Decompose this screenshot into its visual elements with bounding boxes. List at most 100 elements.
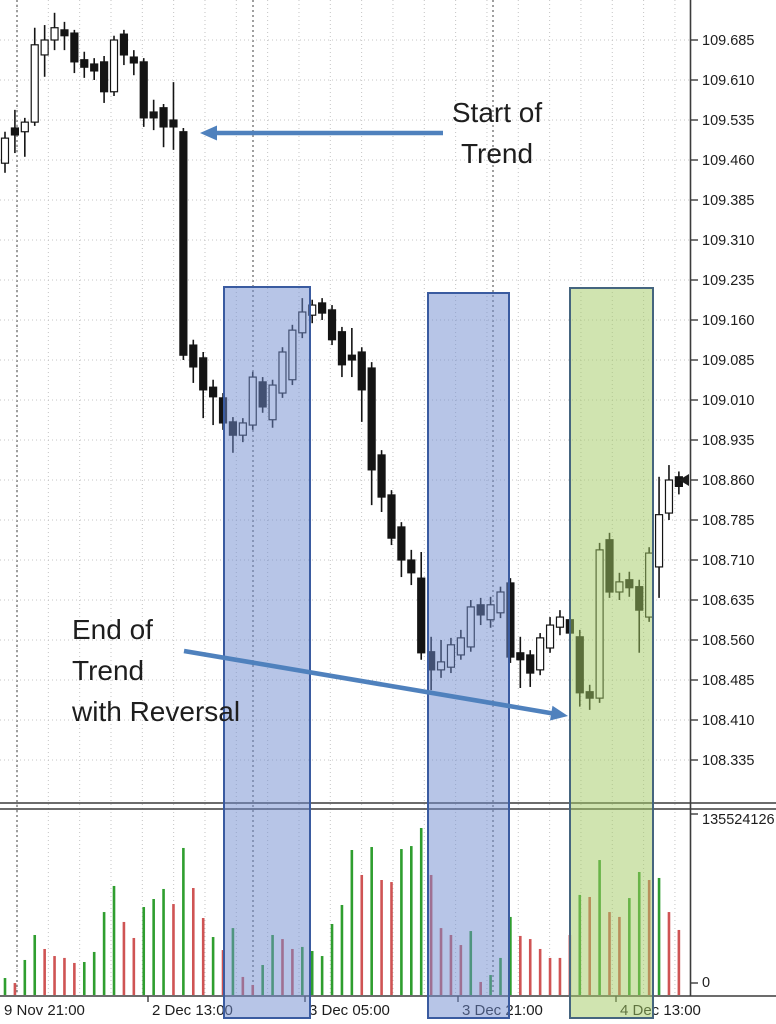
highlight-box-green-3[interactable] [569, 287, 654, 1019]
volume-bar [667, 912, 671, 995]
time-tick-label: 3 Dec 05:00 [309, 1002, 390, 1019]
volume-bar [310, 951, 314, 995]
price-tick-label: 109.610 [702, 73, 754, 89]
annotation-end-of-trend: End of Trend with Reversal [72, 609, 240, 732]
volume-bar [677, 929, 681, 995]
annotation-line: Trend [460, 138, 534, 169]
volume-bar [410, 846, 413, 995]
volume-bar [172, 904, 175, 995]
annotation-line: End of [72, 614, 153, 645]
volume-bar [320, 956, 324, 995]
highlight-box-blue-1[interactable] [223, 286, 311, 1019]
annotation-arrows-layer[interactable] [183, 125, 568, 721]
price-tick-label: 109.310 [702, 233, 754, 249]
highlight-boxes-layer[interactable] [223, 286, 654, 1019]
bearish-candle [347, 354, 356, 361]
volume-bar [340, 904, 344, 995]
annotation-line: Start of [451, 97, 543, 128]
bearish-candle [70, 32, 79, 63]
bearish-candle [179, 131, 188, 356]
bullish-candle [0, 137, 10, 164]
bearish-candle [357, 351, 366, 391]
price-tick-label: 109.385 [702, 193, 754, 209]
bullish-candle [40, 39, 49, 56]
annotation-line: with Reversal [72, 696, 241, 727]
bearish-candle [318, 302, 327, 314]
bearish-candle [337, 331, 347, 366]
bearish-candle [99, 61, 109, 93]
bearish-candle [169, 119, 178, 128]
price-tick-label: 108.410 [702, 713, 754, 729]
volume-bar [211, 937, 215, 995]
volume-bar [82, 962, 86, 995]
price-marker-arrow [679, 474, 689, 486]
highlight-box-blue-2[interactable] [427, 292, 510, 1019]
annotation-arrowhead[interactable] [200, 125, 217, 141]
bearish-candle [10, 127, 20, 136]
annotation-start-of-trend: Start of Trend [452, 92, 542, 174]
volume-axis[interactable]: 135524126 0 [690, 812, 775, 991]
time-tick-label: 2 Dec 13:00 [152, 1002, 233, 1019]
volume-bar [43, 948, 46, 995]
volume-bar [3, 978, 7, 995]
volume-bar [509, 916, 512, 995]
annotation-arrowhead[interactable] [549, 705, 568, 721]
volume-zero-label: 0 [702, 975, 710, 991]
volume-bar [122, 921, 126, 995]
annotation-arrow-line[interactable] [183, 648, 556, 717]
bearish-candle [387, 494, 396, 539]
bearish-candle [90, 63, 99, 72]
bearish-candle [674, 476, 683, 487]
volume-bar [63, 957, 66, 995]
bearish-candle [189, 344, 198, 368]
price-tick-label: 108.560 [702, 633, 754, 649]
volume-bar [152, 899, 155, 995]
volume-bar [132, 937, 136, 995]
bearish-candle [159, 107, 168, 128]
price-tick-label: 109.160 [702, 313, 754, 329]
bearish-candle [327, 309, 337, 341]
volume-bar [528, 939, 532, 995]
bearish-candle [209, 386, 218, 398]
volume-bar [419, 828, 423, 995]
bullish-candle [545, 624, 555, 649]
time-tick-label: 9 Nov 21:00 [4, 1002, 85, 1019]
bearish-candle [129, 56, 138, 64]
bearish-candle [526, 654, 535, 674]
volume-bar [23, 959, 27, 995]
volume-max-label: 135524126 [702, 812, 775, 828]
volume-bar [360, 874, 364, 995]
volume-bar [112, 885, 116, 995]
price-tick-label: 108.785 [702, 513, 754, 529]
bearish-candle [407, 559, 416, 574]
volume-bar [390, 882, 393, 995]
annotation-line: Trend [72, 655, 145, 686]
bearish-candle [199, 357, 208, 391]
current-price-marker [679, 474, 689, 486]
price-tick-label: 109.685 [702, 33, 754, 49]
volume-bar [33, 934, 37, 995]
bearish-candle [119, 33, 129, 56]
bullish-candle [664, 479, 674, 514]
price-tick-label: 109.235 [702, 273, 754, 289]
price-tick-label: 108.335 [702, 753, 754, 769]
bearish-candle [397, 526, 406, 561]
volume-bar [142, 907, 146, 995]
price-tick-label: 108.710 [702, 553, 754, 569]
price-tick-label: 109.460 [702, 153, 754, 169]
price-axis[interactable]: 109.685 109.610 109.535 109.460 109.385 109.3… [690, 33, 754, 769]
volume-bar [400, 849, 403, 995]
volume-bar [201, 918, 205, 995]
bullish-candle [30, 44, 39, 123]
price-tick-label: 109.085 [702, 353, 754, 369]
bullish-candle [20, 121, 29, 133]
bearish-candle [149, 111, 158, 119]
bullish-candle [109, 39, 119, 93]
price-tick-label: 109.535 [702, 113, 754, 129]
volume-bar [657, 877, 661, 995]
volume-bar [330, 923, 334, 995]
bearish-candle [80, 59, 89, 68]
bullish-candle [654, 514, 664, 568]
